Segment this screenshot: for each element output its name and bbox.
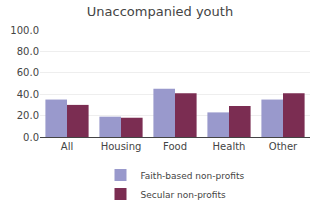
svg-text:Faith-based non-profits: Faith-based non-profits (141, 171, 245, 181)
svg-text:100.0: 100.0 (10, 25, 39, 36)
svg-text:Food: Food (163, 141, 187, 152)
svg-text:Secular non-profits: Secular non-profits (141, 190, 227, 200)
svg-text:Health: Health (213, 141, 246, 152)
svg-text:0.0: 0.0 (23, 132, 39, 143)
svg-text:80.0: 80.0 (17, 46, 39, 57)
svg-text:60.0: 60.0 (17, 67, 39, 78)
svg-text:All: All (61, 141, 73, 152)
svg-text:40.0: 40.0 (17, 89, 39, 100)
svg-text:Housing: Housing (101, 141, 142, 152)
svg-text:20.0: 20.0 (17, 110, 39, 121)
svg-text:Other: Other (269, 141, 298, 152)
svg-text:Unaccompanied youth: Unaccompanied youth (87, 4, 233, 19)
